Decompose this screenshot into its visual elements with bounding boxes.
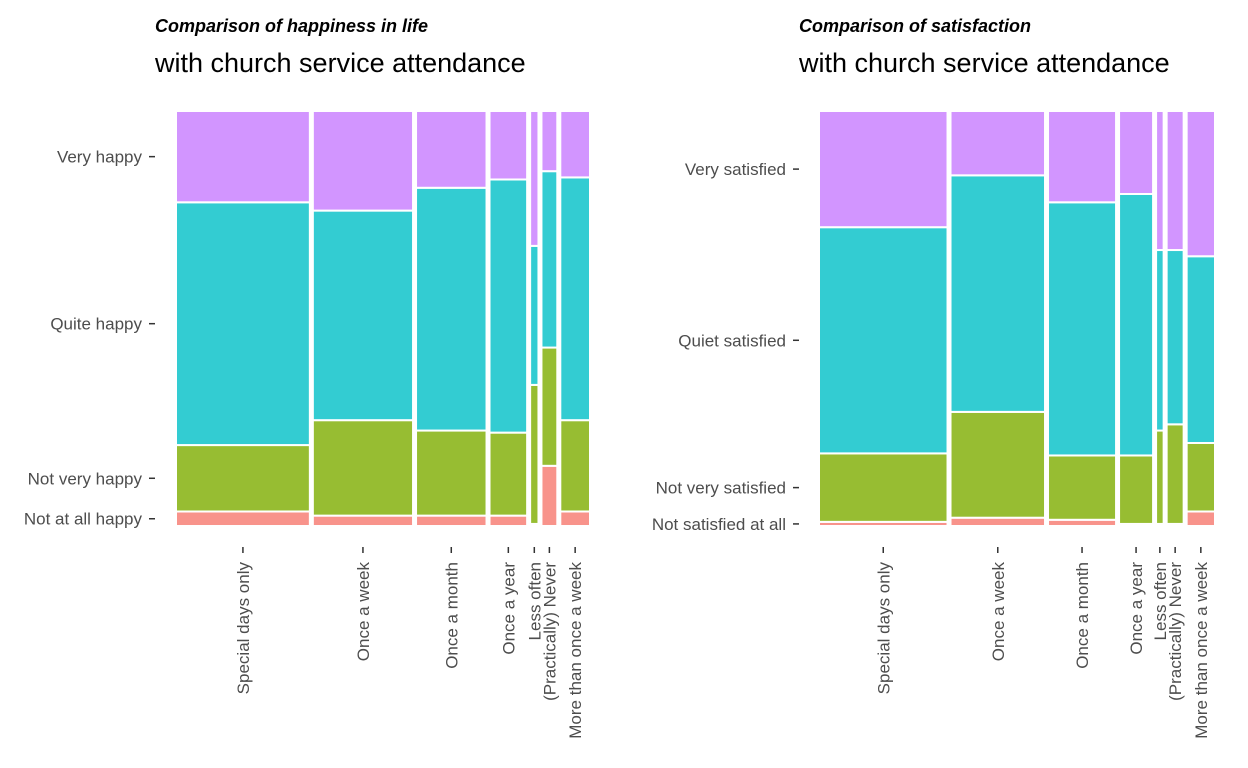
x-tick-label: (Practically) Never bbox=[1166, 562, 1185, 701]
mosaic-cell bbox=[415, 110, 488, 189]
y-tick-label: Very satisfied bbox=[685, 160, 786, 179]
mosaic-cell bbox=[1185, 255, 1217, 444]
mosaic-cell bbox=[1047, 454, 1118, 521]
mosaic-cell bbox=[1047, 110, 1118, 204]
x-tick-label: Once a month bbox=[442, 562, 461, 669]
y-tick-label: Quiet satisfied bbox=[678, 331, 786, 350]
mosaic-cell bbox=[818, 110, 949, 229]
chart-subtitle: with church service attendance bbox=[154, 48, 526, 78]
y-tick-label: Not very satisfied bbox=[656, 479, 786, 498]
mosaic-cell bbox=[415, 186, 488, 432]
mosaic-cell bbox=[311, 419, 415, 517]
x-tick-label: Special days only bbox=[234, 562, 253, 695]
mosaic-cell bbox=[415, 429, 488, 517]
mosaic-cell bbox=[1118, 110, 1155, 195]
mosaic-cell bbox=[529, 244, 540, 386]
x-tick-label: Once a month bbox=[1073, 562, 1092, 669]
chart-right: Comparison of satisfaction with church s… bbox=[652, 16, 1217, 739]
x-tick-label: Once a week bbox=[354, 562, 373, 662]
mosaic-cell bbox=[1185, 510, 1217, 528]
mosaic-cell bbox=[949, 516, 1047, 528]
mosaic-cell bbox=[1155, 429, 1165, 525]
x-tick-label: Less often bbox=[525, 562, 544, 640]
mosaic-cell bbox=[949, 410, 1047, 519]
y-tick-label: Not satisfied at all bbox=[652, 515, 786, 534]
mosaic-cell bbox=[1165, 423, 1185, 525]
x-tick-label: Once a year bbox=[1127, 562, 1146, 655]
mosaic-cell bbox=[540, 346, 559, 467]
y-tick-label: Not at all happy bbox=[24, 510, 143, 529]
mosaic-cell bbox=[415, 514, 488, 528]
chart-left: Comparison of happiness in life with chu… bbox=[24, 16, 591, 739]
y-tick-label: Very happy bbox=[57, 148, 143, 167]
chart-title: Comparison of happiness in life bbox=[155, 16, 428, 36]
mosaic-cell bbox=[1155, 249, 1165, 432]
mosaic-cell bbox=[559, 176, 591, 422]
mosaic-cell bbox=[1185, 110, 1217, 258]
mosaic-cell bbox=[1165, 110, 1185, 252]
mosaic-cell bbox=[818, 452, 949, 523]
chart-subtitle: with church service attendance bbox=[798, 48, 1170, 78]
mosaic-cell bbox=[311, 514, 415, 528]
mosaic-cell bbox=[559, 110, 591, 179]
mosaic-cell bbox=[1155, 110, 1165, 252]
mosaic-cell bbox=[1118, 193, 1155, 457]
x-tick-label: Once a year bbox=[499, 562, 518, 655]
x-tick-label: More than once a week bbox=[566, 562, 585, 739]
mosaic-cell bbox=[488, 431, 529, 517]
x-tick-label: Once a week bbox=[989, 562, 1008, 662]
mosaic-cell bbox=[1118, 454, 1155, 525]
mosaic-cell bbox=[488, 178, 529, 434]
mosaic-cell bbox=[1165, 249, 1185, 426]
x-tick-label: (Practically) Never bbox=[540, 562, 559, 701]
mosaic-cell bbox=[540, 170, 559, 349]
mosaic-plot: Very happy Quite happy Not very happy Not a… bbox=[24, 110, 591, 739]
mosaic-cell bbox=[488, 514, 529, 528]
mosaic-cell bbox=[175, 201, 311, 447]
mosaic-cell bbox=[1185, 442, 1217, 513]
x-tick-label: Special days only bbox=[874, 562, 893, 695]
mosaic-cell bbox=[559, 419, 591, 513]
y-tick-label: Quite happy bbox=[50, 315, 142, 334]
mosaic-cell bbox=[529, 383, 540, 525]
mosaic-cell bbox=[559, 510, 591, 528]
mosaic-cell bbox=[311, 209, 415, 422]
mosaic-cell bbox=[175, 510, 311, 528]
mosaic-plot: Very satisfied Quiet satisfied Not very sa… bbox=[652, 110, 1217, 739]
mosaic-cell bbox=[949, 110, 1047, 177]
chart-title: Comparison of satisfaction bbox=[799, 16, 1031, 36]
x-tick-label: Less often bbox=[1151, 562, 1170, 640]
mosaic-cell bbox=[175, 110, 311, 204]
mosaic-cell bbox=[529, 110, 540, 247]
y-tick-label: Not very happy bbox=[28, 469, 143, 488]
x-tick-label: More than once a week bbox=[1192, 562, 1211, 739]
mosaic-cell bbox=[540, 110, 559, 173]
mosaic-cell bbox=[311, 110, 415, 212]
mosaic-cell bbox=[540, 464, 559, 527]
mosaic-cell bbox=[1047, 201, 1118, 457]
mosaic-cell bbox=[818, 226, 949, 455]
mosaic-cell bbox=[949, 174, 1047, 413]
mosaic-cell bbox=[175, 444, 311, 513]
mosaic-cell bbox=[488, 110, 529, 181]
